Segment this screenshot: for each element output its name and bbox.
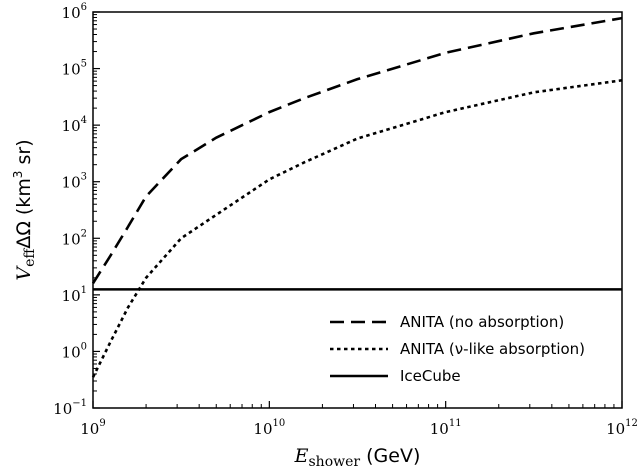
x-axis-label: Eshower (GeV) bbox=[294, 445, 421, 470]
legend-label-1: ANITA (no absorption) bbox=[400, 313, 564, 331]
legend: ANITA (no absorption) ANITA (ν-like absor… bbox=[330, 313, 585, 385]
y-tick-label: 106 bbox=[62, 2, 87, 22]
y-tick-label: 105 bbox=[62, 59, 87, 79]
y-tick-label: 102 bbox=[62, 228, 87, 248]
series-line-1 bbox=[93, 18, 622, 283]
y-axis-label: VeffΔΩ (km3 sr) bbox=[11, 139, 38, 280]
y-tick-label: 104 bbox=[62, 115, 87, 135]
y-tick-label: 103 bbox=[62, 172, 87, 192]
x-tick-label: 1011 bbox=[430, 418, 462, 438]
x-tick-label: 109 bbox=[80, 418, 105, 438]
y-tick-label: 100 bbox=[62, 341, 87, 361]
x-tick-label: 1012 bbox=[606, 418, 638, 438]
x-tick-label: 1010 bbox=[253, 418, 285, 438]
legend-label-2: ANITA (ν-like absorption) bbox=[400, 340, 585, 358]
legend-label-3: IceCube bbox=[400, 367, 461, 385]
y-tick-label: 101 bbox=[62, 285, 87, 305]
x-axis: 109 1010 1011 1012 bbox=[80, 401, 638, 438]
series-line-2 bbox=[93, 80, 622, 377]
y-tick-label: 10−1 bbox=[53, 398, 87, 418]
